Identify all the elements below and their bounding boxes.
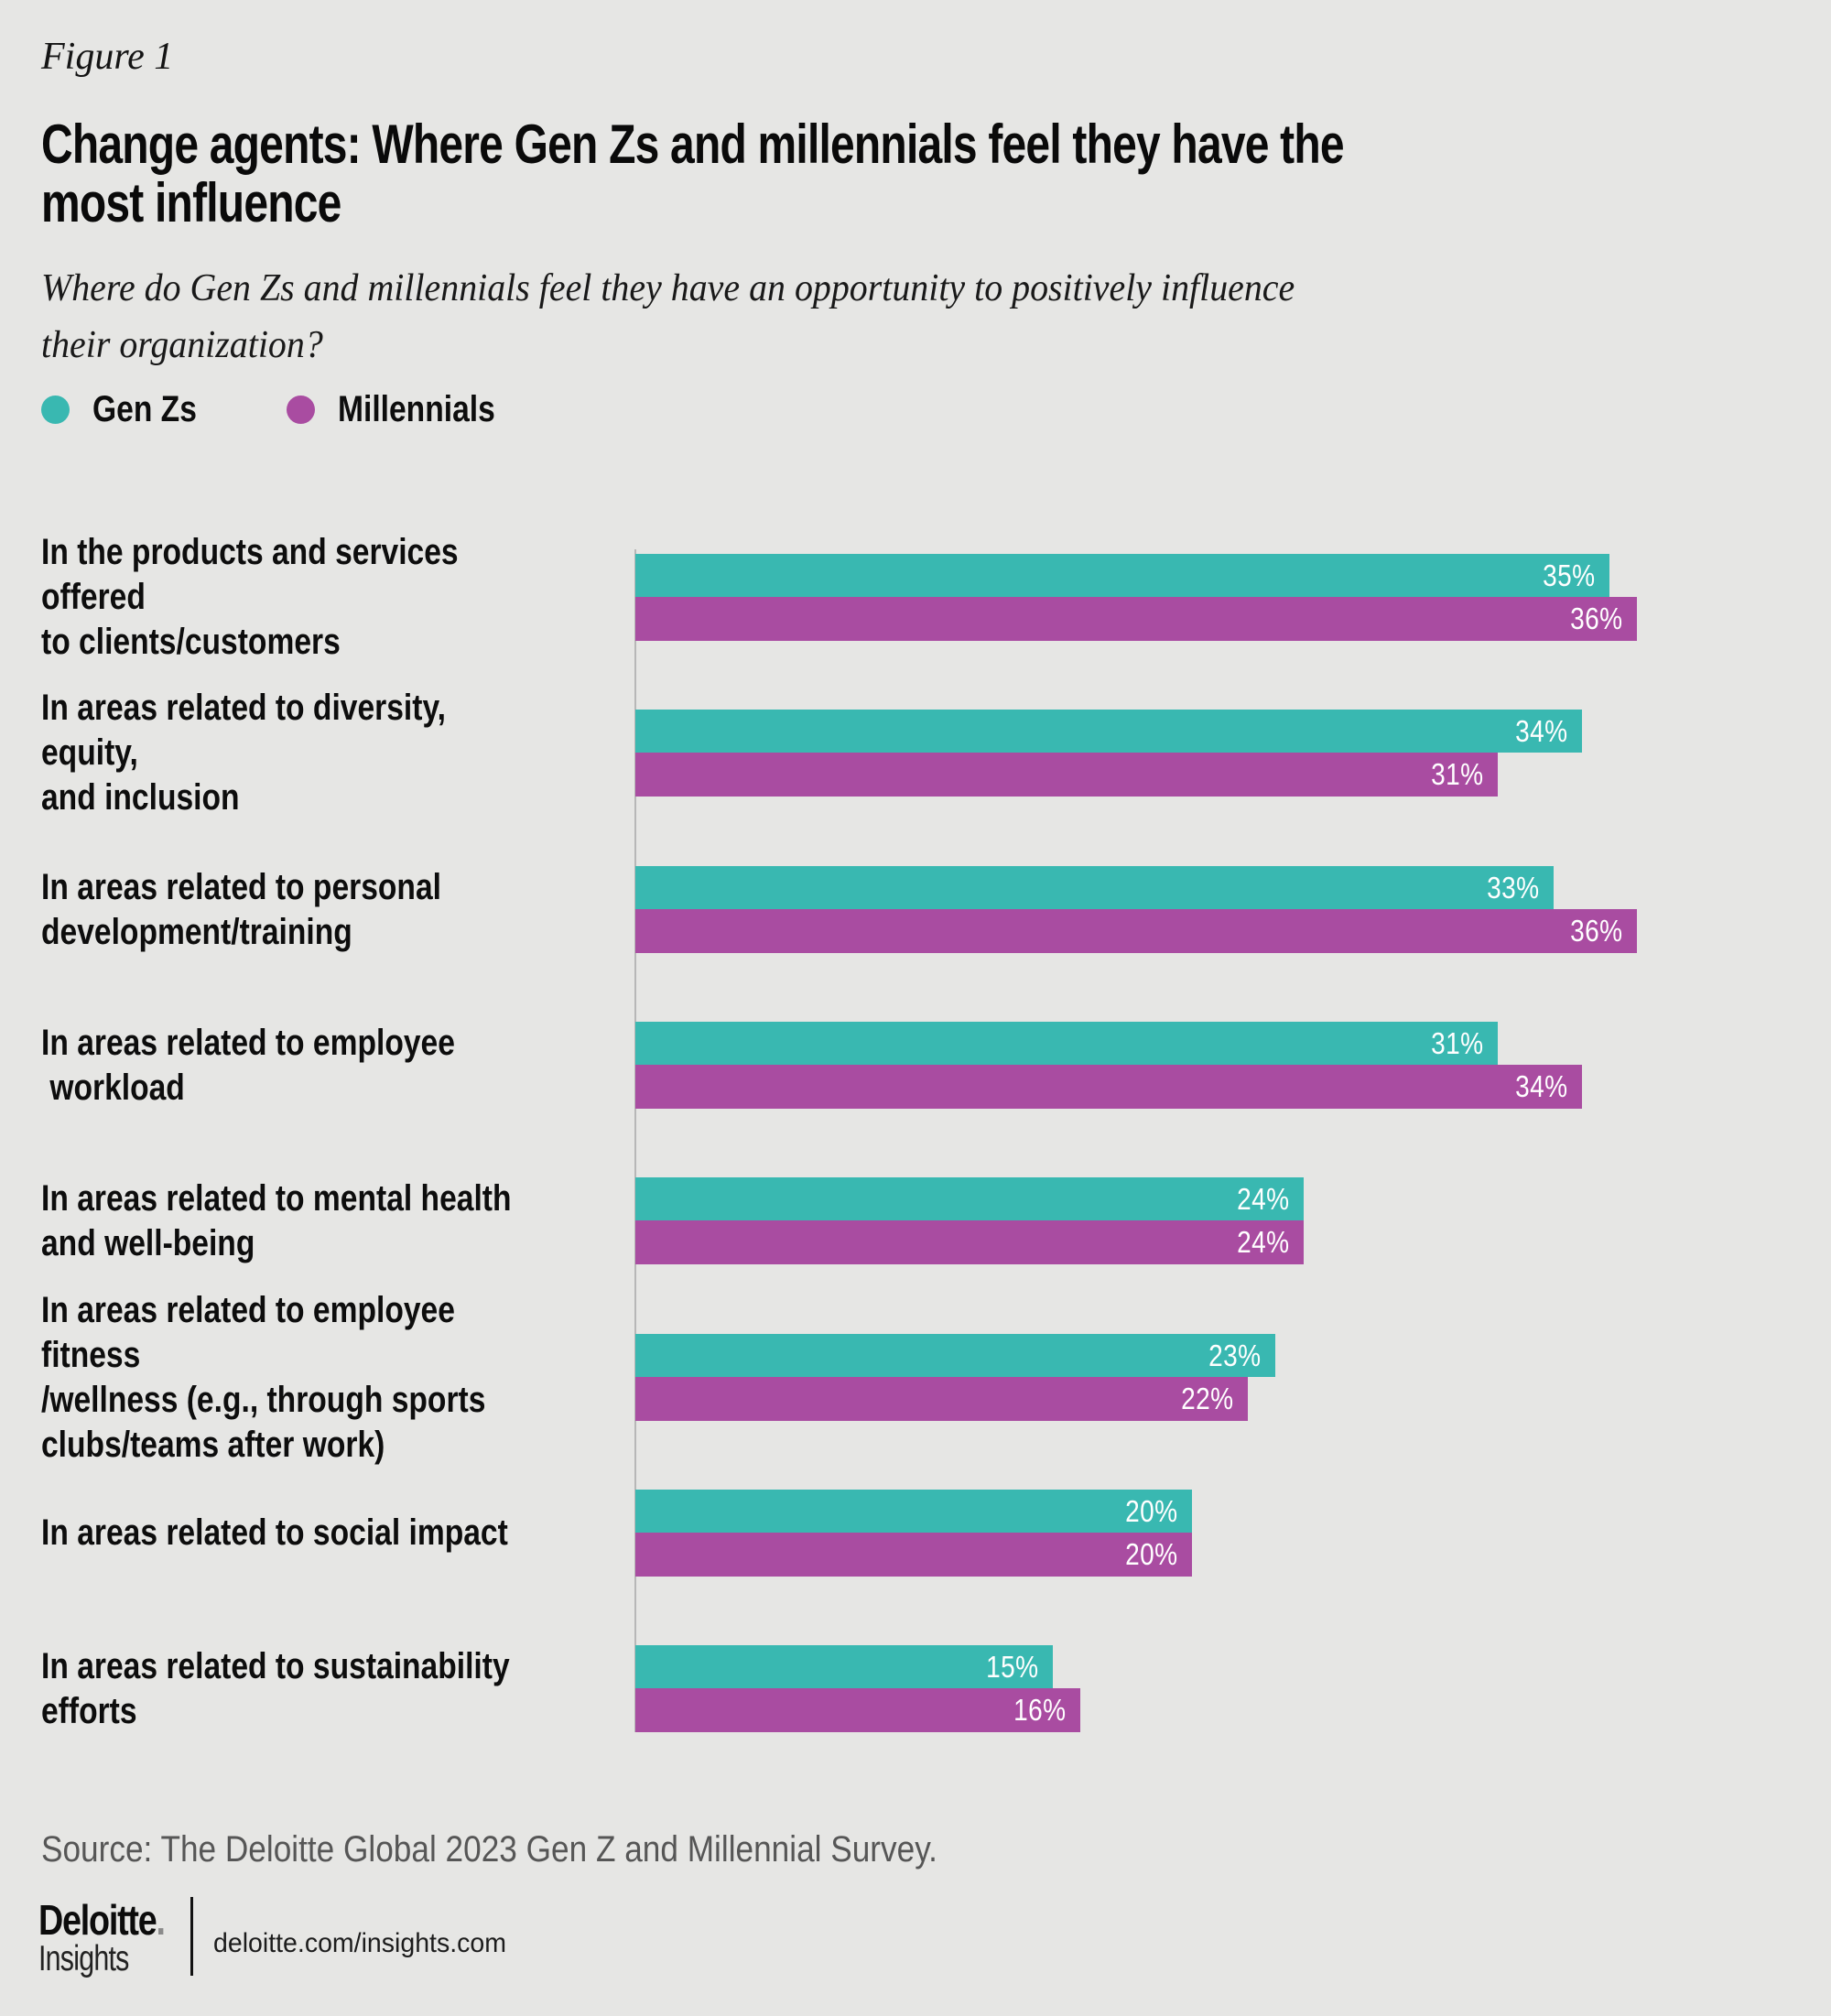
genz-value-label: 15%: [986, 1649, 1039, 1684]
category-label-text: In areas related to social impact: [41, 1512, 508, 1553]
category-label: In areas related to social impact: [41, 1490, 613, 1577]
chart-row: In areas related to personal development…: [0, 866, 1831, 953]
category-label: In areas related to personal development…: [41, 866, 613, 953]
legend-item-millennials: Millennials: [287, 389, 525, 429]
millennials-value-label: 36%: [1570, 914, 1623, 948]
chart-row: In the products and services offered to …: [0, 532, 1831, 662]
source-note-text: Source: The Deloitte Global 2023 Gen Z a…: [41, 1829, 937, 1870]
chart-title: Change agents: Where Gen Zs and millenni…: [41, 115, 1831, 233]
genz-value-label: 20%: [1125, 1493, 1178, 1528]
genz-value-label: 23%: [1208, 1338, 1262, 1372]
genz-legend-label: Gen Zs: [92, 388, 197, 429]
deloitte-logo-dot: .: [156, 1896, 166, 1944]
millennials-bar: 31%: [635, 753, 1498, 797]
millennials-bar: 36%: [635, 909, 1637, 953]
figure-number-text: Figure 1: [41, 36, 174, 78]
category-label-text: In areas related to employee fitness /we…: [41, 1289, 486, 1465]
millennials-value-label: 22%: [1181, 1382, 1234, 1415]
genz-value-label: 31%: [1431, 1025, 1484, 1060]
genz-bar: 15%: [635, 1645, 1053, 1688]
category-label-text: In areas related to sustainability effor…: [41, 1645, 510, 1731]
millennials-bar: 20%: [635, 1533, 1192, 1577]
genz-bar: 33%: [635, 866, 1554, 909]
chart-row: In areas related to mental health and we…: [0, 1177, 1831, 1264]
deloitte-logo: Deloitte.: [38, 1895, 192, 1945]
millennials-value-label: 16%: [1013, 1693, 1067, 1727]
category-label-text: In areas related to diversity, equity, a…: [41, 688, 446, 818]
category-label-text: In the products and services offered to …: [41, 532, 459, 662]
chart-title-text: Change agents: Where Gen Zs and millenni…: [41, 114, 1345, 233]
millennials-value-label: 24%: [1237, 1225, 1290, 1259]
genz-bar: 34%: [635, 710, 1582, 753]
millennials-legend-dot-icon: [287, 395, 315, 424]
category-label: In areas related to sustainability effor…: [41, 1645, 613, 1732]
footer-url-text: deloitte.com/insights.com: [213, 1928, 506, 1958]
insights-wordmark: Insights: [38, 1939, 154, 1979]
genz-value-label: 34%: [1515, 713, 1568, 748]
category-label: In the products and services offered to …: [41, 532, 613, 662]
chart-row: In areas related to sustainability effor…: [0, 1645, 1831, 1732]
millennials-value-label: 36%: [1570, 602, 1623, 635]
genz-value-label: 33%: [1487, 870, 1540, 905]
genz-legend-dot-icon: [41, 395, 70, 424]
source-note: Source: The Deloitte Global 2023 Gen Z a…: [41, 1829, 1781, 1870]
category-label-text: In areas related to employee workload: [41, 1022, 455, 1108]
genz-bar: 24%: [635, 1177, 1304, 1220]
millennials-bar: 16%: [635, 1688, 1080, 1732]
chart-subtitle: Where do Gen Zs and millennials feel the…: [41, 260, 1831, 374]
chart-row: In areas related to social impact 20% 20%: [0, 1490, 1831, 1577]
footer-url: deloitte.com/insights.com: [213, 1928, 522, 1959]
millennials-bar: 22%: [635, 1377, 1248, 1421]
genz-bar: 31%: [635, 1022, 1498, 1065]
category-label: In areas related to mental health and we…: [41, 1177, 613, 1264]
millennials-value-label: 20%: [1125, 1537, 1178, 1571]
genz-bar: 35%: [635, 554, 1609, 597]
figure-number: Figure 1: [41, 35, 173, 79]
category-label-text: In areas related to mental health and we…: [41, 1177, 512, 1263]
footer-divider: [190, 1897, 193, 1976]
category-label-text: In areas related to personal development…: [41, 866, 441, 952]
category-label: In areas related to employee workload: [41, 1022, 613, 1109]
deloitte-wordmark-text: Deloitte: [38, 1896, 157, 1944]
genz-bar: 20%: [635, 1490, 1192, 1533]
deloitte-wordmark: Deloitte.: [38, 1895, 166, 1945]
category-label: In areas related to diversity, equity, a…: [41, 688, 613, 818]
chart-row: In areas related to diversity, equity, a…: [0, 688, 1831, 818]
millennials-legend-label: Millennials: [338, 388, 495, 429]
millennials-value-label: 34%: [1515, 1069, 1568, 1103]
genz-bar: 23%: [635, 1334, 1275, 1377]
legend-item-genz: Gen Zs: [41, 389, 217, 429]
genz-value-label: 24%: [1237, 1181, 1290, 1216]
chart-subtitle-text: Where do Gen Zs and millennials feel the…: [41, 267, 1295, 366]
millennials-bar: 36%: [635, 597, 1637, 641]
genz-value-label: 35%: [1543, 558, 1596, 592]
millennials-bar: 24%: [635, 1220, 1304, 1264]
chart-baseline-axis: [634, 549, 636, 1732]
millennials-bar: 34%: [635, 1065, 1582, 1109]
millennials-value-label: 31%: [1431, 757, 1484, 791]
chart-row: In areas related to employee workload 31%…: [0, 1022, 1831, 1109]
category-label: In areas related to employee fitness /we…: [41, 1290, 613, 1465]
chart-row: In areas related to employee fitness /we…: [0, 1290, 1831, 1465]
insights-wordmark-text: Insights: [38, 1939, 129, 1978]
